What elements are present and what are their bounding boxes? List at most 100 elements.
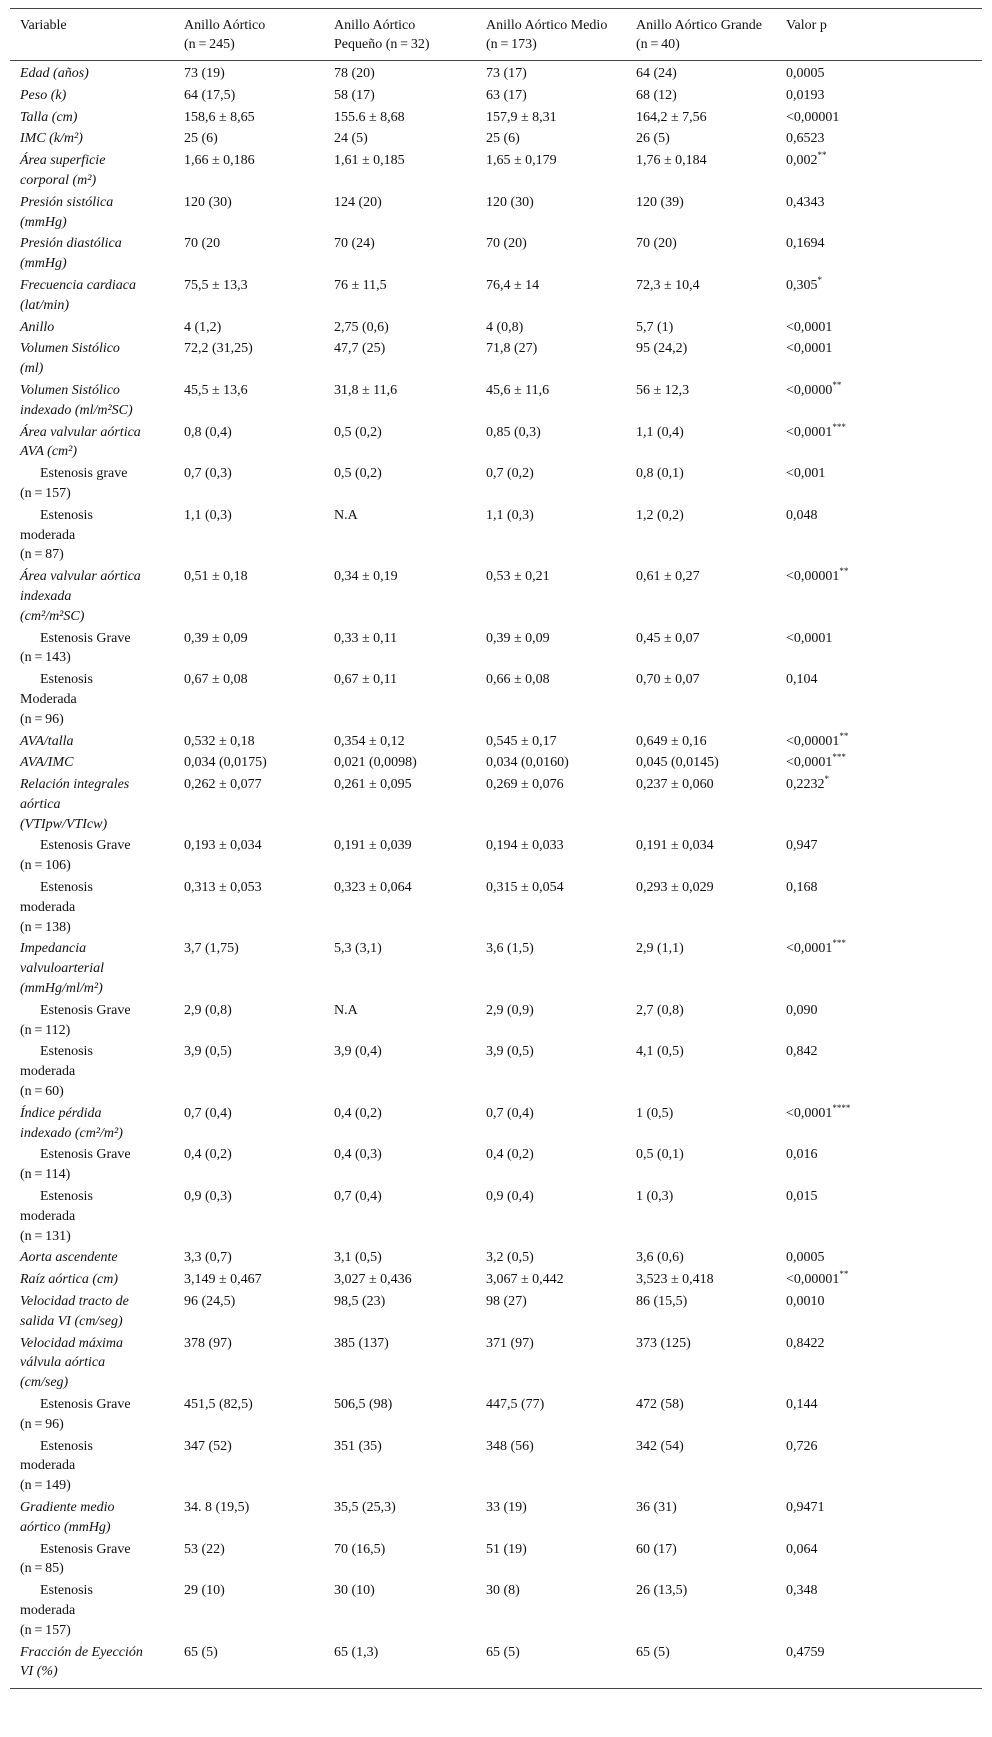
table-row: Relación integrales aórtica (VTIpw/VTIcw) 0… xyxy=(10,774,982,835)
value-cell: 3,9 (0,5) xyxy=(174,1041,324,1102)
value-cell: 70 (20) xyxy=(626,233,776,275)
p-value-cell: 0,6523 xyxy=(776,128,982,150)
value-cell: 0,5 (0,2) xyxy=(324,463,476,505)
value-text: 0,293 ± 0,029 xyxy=(636,880,714,896)
p-value-footnote-marker: *** xyxy=(832,752,846,763)
value-cell: 120 (39) xyxy=(626,192,776,234)
p-value-text: 0,0193 xyxy=(786,87,825,103)
value-cell: 1,1 (0,4) xyxy=(626,422,776,464)
value-cell: 0,8 (0,4) xyxy=(174,422,324,464)
p-value-footnote-marker: * xyxy=(824,774,830,785)
header-valor-p: Valor p xyxy=(776,8,982,61)
p-value-text: <0,0001 xyxy=(786,630,833,646)
value-text: 124 (20) xyxy=(334,194,382,210)
p-value-cell: 0,0005 xyxy=(776,1247,982,1269)
variable-label-line: (cm/seg) xyxy=(20,1375,69,1391)
value-cell: 86 (15,5) xyxy=(626,1291,776,1333)
value-cell: 0,532 ± 0,18 xyxy=(174,731,324,753)
value-cell: 2,75 (0,6) xyxy=(324,317,476,339)
value-cell: 73 (17) xyxy=(476,61,626,85)
table-row: Talla (cm) 158,6 ± 8,65 155.6 ± 8,68 157,9 … xyxy=(10,107,982,129)
value-cell: 1,66 ± 0,186 xyxy=(174,150,324,192)
value-text: 0,261 ± 0,095 xyxy=(334,777,412,793)
value-text: 0,51 ± 0,18 xyxy=(184,569,248,585)
variable-label-line: AVA/IMC xyxy=(20,755,74,771)
value-cell: 25 (6) xyxy=(476,128,626,150)
value-cell: 3,9 (0,4) xyxy=(324,1041,476,1102)
value-text: 0,5 (0,1) xyxy=(636,1147,684,1163)
value-text: 1 (0,3) xyxy=(636,1189,674,1205)
value-cell: 51 (19) xyxy=(476,1539,626,1581)
value-cell: 0,193 ± 0,034 xyxy=(174,835,324,877)
variable-label-line: (VTIpw/VTIcw) xyxy=(20,816,108,832)
p-value-text: <0,00001 xyxy=(786,109,840,125)
value-cell: 0,034 (0,0160) xyxy=(476,752,626,774)
variable-label-line: Volumen Sistólico xyxy=(20,382,120,398)
value-text: 4 (0,8) xyxy=(486,319,524,335)
table-row: Índice pérdida indexado (cm²/m²) 0,7 (0,4)… xyxy=(10,1103,982,1145)
value-text: 1,76 ± 0,184 xyxy=(636,153,707,169)
value-text: 72,3 ± 10,4 xyxy=(636,277,700,293)
table-row: Gradiente medio aórtico (mmHg) 34. 8 (19,5… xyxy=(10,1497,982,1539)
table-row: Edad (años) 73 (19) 78 (20) 73 (17) 64 (24) 0… xyxy=(10,61,982,85)
value-text: 0,7 (0,2) xyxy=(486,466,534,482)
value-cell: 472 (58) xyxy=(626,1394,776,1436)
variable-label-line: Área valvular aórtica xyxy=(20,424,141,440)
value-text: 0,66 ± 0,08 xyxy=(486,672,550,688)
value-text: 25 (6) xyxy=(184,131,218,147)
value-cell: 371 (97) xyxy=(476,1333,626,1394)
variable-label-line: corporal (m²) xyxy=(20,172,97,188)
value-text: 0,7 (0,4) xyxy=(334,1189,382,1205)
value-cell: 1,61 ± 0,185 xyxy=(324,150,476,192)
value-text: 1,2 (0,2) xyxy=(636,507,684,523)
variable-cell: Fracción de Eyección VI (%) xyxy=(10,1641,174,1690)
value-text: 3,1 (0,5) xyxy=(334,1250,382,1266)
variable-label-line: AVA/talla xyxy=(20,733,74,749)
value-text: N.A xyxy=(334,507,358,523)
value-text: 3,523 ± 0,418 xyxy=(636,1272,714,1288)
variable-label-line: indexado (ml/m²SC) xyxy=(20,402,133,418)
value-cell: 3,067 ± 0,442 xyxy=(476,1269,626,1291)
p-value-cell: 0,064 xyxy=(776,1539,982,1581)
value-cell: 64 (24) xyxy=(626,61,776,85)
table-row: Presión diastólica (mmHg) 70 (20 70 (24) 70 … xyxy=(10,233,982,275)
variable-label-line: Moderada xyxy=(20,691,77,707)
variable-label-line: (n = 138) xyxy=(20,919,71,935)
variable-label-line: Relación integrales xyxy=(20,777,130,793)
value-text: 342 (54) xyxy=(636,1438,684,1454)
value-text: 120 (39) xyxy=(636,194,684,210)
value-text: 33 (19) xyxy=(486,1499,527,1515)
p-value-text: <0,0001 xyxy=(786,755,833,771)
subgroup-variable-cell: Estenosis Grave (n = 106) xyxy=(10,835,174,877)
variable-label-line: valvuloarterial xyxy=(20,961,104,977)
value-cell: 351 (35) xyxy=(324,1436,476,1497)
value-cell: 2,9 (1,1) xyxy=(626,938,776,999)
value-text: 371 (97) xyxy=(486,1335,534,1351)
p-value-cell: <0,00001 xyxy=(776,107,982,129)
value-cell: 120 (30) xyxy=(476,192,626,234)
value-text: 0,4 (0,2) xyxy=(334,1105,382,1121)
value-text: 2,9 (1,1) xyxy=(636,941,684,957)
value-text: 65 (5) xyxy=(486,1644,520,1660)
value-text: 0,34 ± 0,19 xyxy=(334,569,398,585)
value-text: 0,649 ± 0,16 xyxy=(636,733,707,749)
header-anillo-medio: Anillo Aórtico Medio (n = 173) xyxy=(476,8,626,61)
variable-label-line: Estenosis Grave xyxy=(40,1002,131,1018)
value-cell: 0,33 ± 0,11 xyxy=(324,628,476,670)
value-text: 70 (20) xyxy=(486,236,527,252)
variable-label-line: (n = 149) xyxy=(20,1478,71,1494)
value-text: 0,194 ± 0,033 xyxy=(486,838,564,854)
value-text: 3,067 ± 0,442 xyxy=(486,1272,564,1288)
value-text: 25 (6) xyxy=(486,131,520,147)
value-text: 0,532 ± 0,18 xyxy=(184,733,255,749)
value-text: 0,7 (0,4) xyxy=(486,1105,534,1121)
p-value-cell: 0,4343 xyxy=(776,192,982,234)
p-value-text: 0,4759 xyxy=(786,1644,825,1660)
variable-label-line: Gradiente medio xyxy=(20,1499,115,1515)
p-value-footnote-marker: ** xyxy=(839,730,849,741)
value-text: 1 (0,5) xyxy=(636,1105,674,1121)
value-text: 96 (24,5) xyxy=(184,1294,236,1310)
value-text: 0,034 (0,0175) xyxy=(184,755,267,771)
value-text: 447,5 (77) xyxy=(486,1397,545,1412)
variable-label-line: Estenosis xyxy=(40,1438,93,1454)
